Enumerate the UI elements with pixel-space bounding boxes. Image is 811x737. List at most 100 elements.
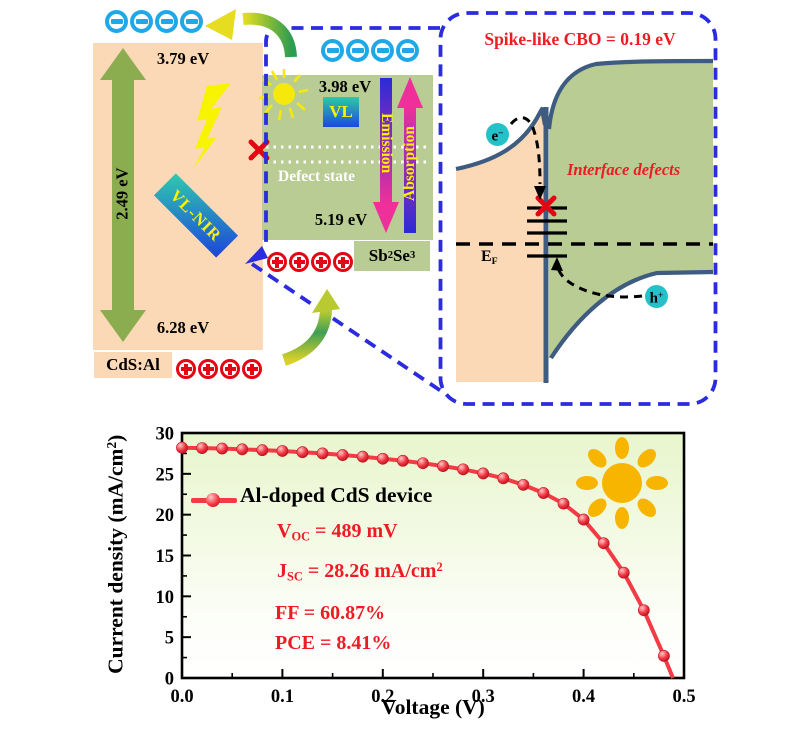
electron-icon — [180, 10, 203, 33]
y-axis-label-sup: 2 — [104, 441, 120, 449]
jsc-text: = 28.26 mA/cm — [302, 560, 437, 583]
electron-transfer-arrow — [205, 9, 297, 58]
data-point-marker — [497, 472, 510, 485]
holes-row — [267, 252, 353, 272]
hole-icon — [311, 252, 331, 272]
ff-value: FF = 60.87% — [275, 602, 386, 624]
material-text: Se — [392, 246, 410, 266]
data-point-marker — [216, 442, 229, 455]
data-point-marker — [417, 457, 429, 470]
y-tick-label: 5 — [165, 629, 174, 649]
holes-row — [176, 359, 262, 379]
data-point-marker — [276, 445, 289, 457]
y-axis-label-text: Current density (mA/cm — [103, 448, 128, 674]
cds-vb-energy: 6.28 eV — [156, 318, 210, 337]
sbse-band-region — [549, 61, 713, 358]
interface-defects-label: Interface defects — [567, 160, 681, 179]
y-tick-label: 25 — [156, 465, 175, 485]
fermi-symbol: E — [481, 248, 492, 265]
data-point-marker — [658, 650, 670, 662]
hole-icon — [267, 252, 287, 272]
x-tick-label: 0.0 — [170, 687, 193, 707]
sbse-valence-band-line — [549, 269, 714, 360]
absorption-arrow — [397, 77, 423, 233]
jsc-sub: SC — [287, 569, 303, 584]
y-axis-label-text: ) — [103, 434, 128, 442]
lightning-icon — [193, 83, 231, 169]
data-point-marker — [356, 450, 369, 463]
cds-material-label: CdS:Al — [94, 352, 172, 378]
electron-badge: e− — [486, 123, 509, 146]
band-diagram — [455, 58, 714, 383]
x-tick-label: 0.5 — [672, 687, 695, 707]
y-axis-label: Current density (mA/cm2) — [103, 404, 128, 704]
hole-icon — [176, 359, 196, 379]
hole-charge: + — [658, 291, 664, 301]
voc-value: VOC = 489 mV — [277, 520, 398, 544]
absorption-label: Absorption — [400, 126, 418, 202]
electron-icon — [321, 39, 344, 62]
data-point-marker — [196, 442, 208, 455]
cds-band-region — [456, 109, 546, 382]
hole-icon — [198, 359, 218, 379]
data-point-marker — [336, 449, 349, 461]
data-point-marker — [557, 497, 570, 510]
legend-marker-icon — [206, 493, 220, 507]
voc-symbol: V — [277, 520, 292, 542]
data-point-marker — [637, 604, 650, 617]
hole-path-arrow — [556, 267, 643, 299]
sun-icon — [576, 437, 668, 529]
data-point-marker — [597, 537, 610, 550]
jsc-value: JSC = 28.26 mA/cm2 — [277, 560, 443, 585]
x-tick-label: 0.1 — [271, 687, 294, 707]
electron-symbol: e — [491, 128, 499, 145]
material-sub: 2 — [387, 250, 393, 262]
electron-icon — [105, 10, 128, 33]
voc-sub: OC — [291, 529, 311, 544]
sbse-vb-energy: 5.19 eV — [314, 210, 368, 229]
data-point-marker — [617, 566, 630, 579]
data-point-marker — [236, 443, 249, 456]
vl-tag: VL — [323, 97, 359, 127]
hole-icon — [333, 252, 353, 272]
data-point-marker — [517, 478, 530, 491]
jsc-symbol: J — [277, 560, 287, 583]
hole-icon — [289, 252, 309, 272]
interface-dashed-box — [438, 11, 718, 406]
data-point-marker — [316, 447, 329, 460]
y-tick-label: 20 — [156, 506, 175, 526]
material-text: Sb — [368, 246, 388, 266]
blocked-cross-icon — [535, 195, 557, 217]
y-tick-label: 10 — [156, 588, 175, 608]
y-tick-label: 30 — [156, 425, 175, 445]
jsc-sup: 2 — [436, 560, 443, 574]
fermi-level-label: EF — [481, 248, 498, 267]
data-point-marker — [256, 444, 269, 457]
electron-icon — [346, 39, 369, 62]
jv-curve-plot: 0.0 0.1 0.2 0.3 0.4 0.5 0 5 10 15 20 25 30 — [156, 425, 696, 708]
data-point-marker — [376, 452, 389, 465]
legend-label: Al-doped CdS device — [240, 483, 433, 507]
cbo-title: Spike-like CBO = 0.19 eV — [484, 29, 676, 49]
data-point-marker — [537, 487, 550, 499]
fermi-sub: F — [491, 255, 498, 267]
hole-transfer-arrow — [281, 289, 340, 366]
hole-icon — [242, 359, 262, 379]
bandgap-double-arrow — [100, 48, 146, 342]
emission-label: Emission — [378, 113, 396, 174]
data-point-marker — [437, 460, 449, 472]
sbse-cb-energy: 3.98 eV — [318, 77, 372, 96]
defect-state-label: Defect state — [278, 168, 356, 185]
electron-icon — [371, 39, 394, 62]
electron-icon — [130, 10, 153, 33]
data-point-marker — [477, 467, 490, 480]
electron-icon — [396, 39, 419, 62]
y-tick-label: 15 — [156, 547, 175, 567]
data-point-marker — [457, 463, 470, 476]
cds-bandgap-label: 2.49 eV — [112, 167, 132, 220]
data-point-marker — [396, 454, 409, 467]
hole-icon — [220, 359, 240, 379]
data-point-marker — [296, 446, 309, 459]
hole-symbol: h — [649, 290, 659, 307]
